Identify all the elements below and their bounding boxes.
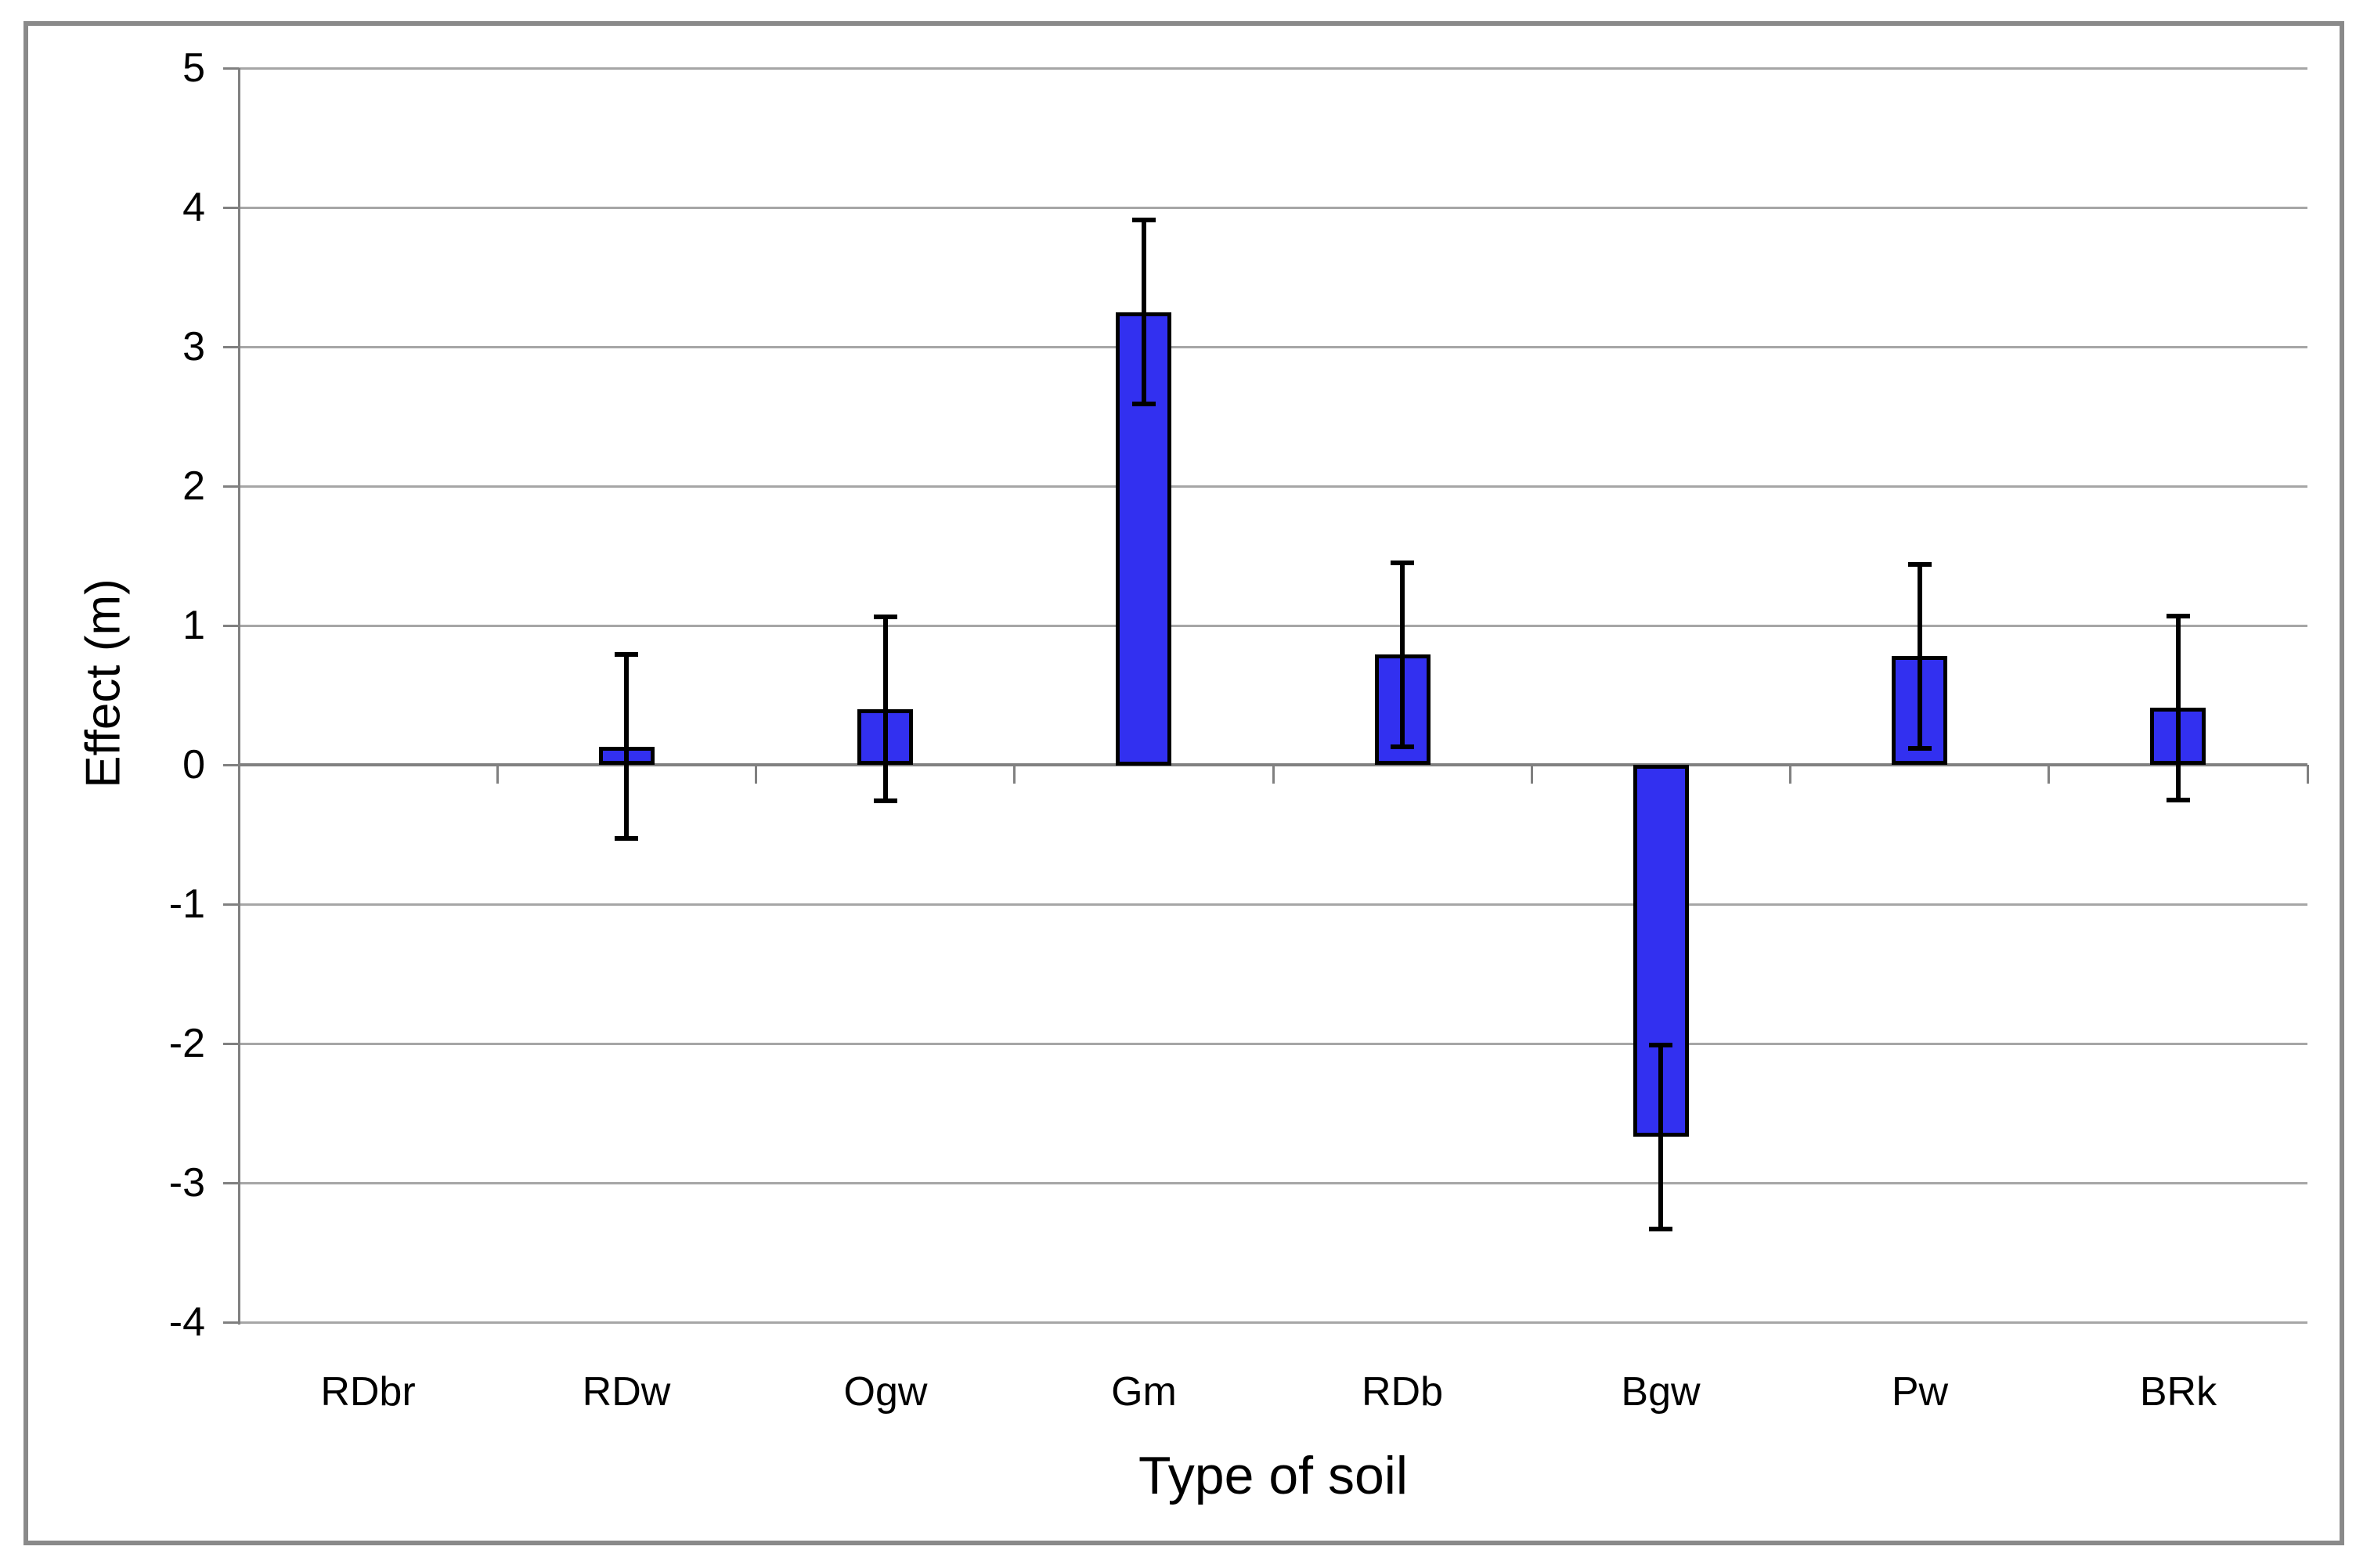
y-tick (223, 1182, 239, 1184)
error-cap (874, 798, 897, 803)
error-bar (883, 617, 888, 801)
error-cap (1132, 402, 1156, 406)
category-tick (1531, 765, 1533, 784)
y-tick (223, 485, 239, 488)
y-tick-label: -1 (168, 881, 205, 927)
gridline (239, 1043, 2307, 1045)
y-tick-label: 2 (182, 463, 205, 509)
category-label: RDbr (320, 1369, 416, 1415)
y-tick-label: 4 (182, 185, 205, 230)
category-label: Bgw (1621, 1369, 1701, 1415)
category-tick (2307, 765, 2309, 784)
error-bar (1400, 563, 1405, 747)
gridline (239, 903, 2307, 906)
error-cap (615, 836, 638, 841)
gridline (239, 1321, 2307, 1324)
y-tick-label: 5 (182, 45, 205, 91)
category-label: RDw (582, 1369, 671, 1415)
y-tick-label: 0 (182, 742, 205, 788)
error-bar (624, 654, 629, 838)
category-tick (238, 765, 240, 784)
category-tick (2047, 765, 2050, 784)
error-cap (615, 652, 638, 657)
gridline (239, 207, 2307, 209)
y-tick (223, 903, 239, 906)
error-cap (1391, 561, 1414, 565)
y-axis-title-text: Effect (m) (76, 579, 131, 788)
error-cap (1132, 218, 1156, 222)
y-tick (223, 1321, 239, 1324)
error-cap (2167, 798, 2190, 802)
category-label: Gm (1111, 1369, 1177, 1415)
error-bar (2176, 616, 2181, 800)
gridline (239, 346, 2307, 348)
y-tick-label: -3 (168, 1160, 205, 1206)
y-tick-label: 3 (182, 324, 205, 369)
error-cap (1391, 744, 1414, 749)
x-axis-title: Type of soil (1138, 1446, 1408, 1505)
gridline (239, 625, 2307, 627)
error-cap (874, 615, 897, 619)
y-tick (223, 625, 239, 627)
error-cap (2167, 614, 2190, 618)
gridline (239, 1182, 2307, 1184)
category-tick (755, 765, 757, 784)
error-cap (1908, 562, 1932, 567)
y-tick-label: -4 (168, 1299, 205, 1345)
category-tick (1272, 765, 1275, 784)
y-tick (223, 207, 239, 209)
category-label: BRk (2139, 1369, 2217, 1415)
y-tick (223, 346, 239, 348)
y-axis-line (238, 68, 240, 1325)
gridline (239, 67, 2307, 70)
y-tick (223, 1043, 239, 1045)
category-label: Ogw (843, 1369, 928, 1415)
category-tick (1013, 765, 1016, 784)
category-label: RDb (1361, 1369, 1444, 1415)
y-tick-label: 1 (182, 603, 205, 648)
gridline (239, 485, 2307, 488)
category-tick (1789, 765, 1791, 784)
error-cap (1649, 1043, 1672, 1047)
chart-border (23, 21, 2344, 1545)
error-cap (1908, 746, 1932, 751)
error-bar (1658, 1045, 1663, 1229)
category-tick (496, 765, 499, 784)
error-bar (1142, 220, 1146, 404)
y-tick (223, 764, 239, 766)
y-tick (223, 67, 239, 70)
category-label: Pw (1891, 1369, 1949, 1415)
y-tick-label: -2 (168, 1021, 205, 1066)
error-cap (1649, 1227, 1672, 1231)
error-bar (1918, 564, 1922, 748)
